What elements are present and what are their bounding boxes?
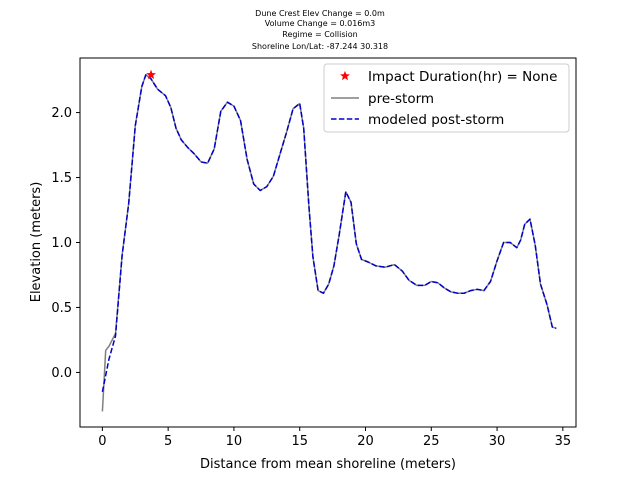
y-axis-ticks: 0.0 0.5 1.0 1.5 2.0: [51, 106, 80, 381]
x-tick-label: 35: [555, 434, 572, 449]
y-tick-label: 1.5: [51, 171, 72, 186]
x-axis-ticks: 0 5 10 15 20 25 30 35: [98, 427, 571, 449]
impact-marker: [145, 69, 157, 80]
legend-box: [323, 63, 570, 133]
x-axis-label: Distance from mean shoreline (meters): [200, 457, 456, 472]
x-tick-label: 5: [164, 434, 172, 449]
y-axis-label: Elevation (meters): [29, 182, 44, 303]
x-tick-label: 20: [357, 434, 374, 449]
x-tick-label: 30: [489, 434, 506, 449]
y-tick-label: 1.0: [51, 236, 72, 251]
title-line-4: Shoreline Lon/Lat: -87.244 30.318: [252, 42, 388, 51]
legend: Impact Duration(hr) = None pre-storm model…: [323, 63, 570, 133]
x-tick-label: 25: [423, 434, 440, 449]
legend-label: Impact Duration(hr) = None: [368, 69, 557, 85]
legend-marker-star: [339, 70, 351, 81]
title-line-3: Regime = Collision: [282, 30, 357, 39]
legend-entries: Impact Duration(hr) = None pre-storm model…: [331, 69, 557, 128]
title-line-2: Volume Change = 0.016m3: [265, 19, 376, 28]
y-tick-label: 0.5: [51, 301, 72, 316]
legend-label: modeled post-storm: [368, 112, 504, 128]
y-tick-label: 0.0: [51, 366, 72, 381]
x-tick-label: 15: [291, 434, 308, 449]
series-layer: [101, 74, 557, 412]
x-tick-label: 0: [98, 434, 106, 449]
chart-title: Dune Crest Elev Change = 0.0m Volume Cha…: [252, 9, 388, 51]
marker-layer: [145, 69, 157, 80]
y-tick-label: 2.0: [51, 106, 72, 121]
x-tick-label: 10: [226, 434, 243, 449]
series-line-modeled-post-storm: [101, 74, 557, 393]
title-line-1: Dune Crest Elev Change = 0.0m: [255, 9, 385, 18]
legend-label: pre-storm: [368, 91, 434, 107]
